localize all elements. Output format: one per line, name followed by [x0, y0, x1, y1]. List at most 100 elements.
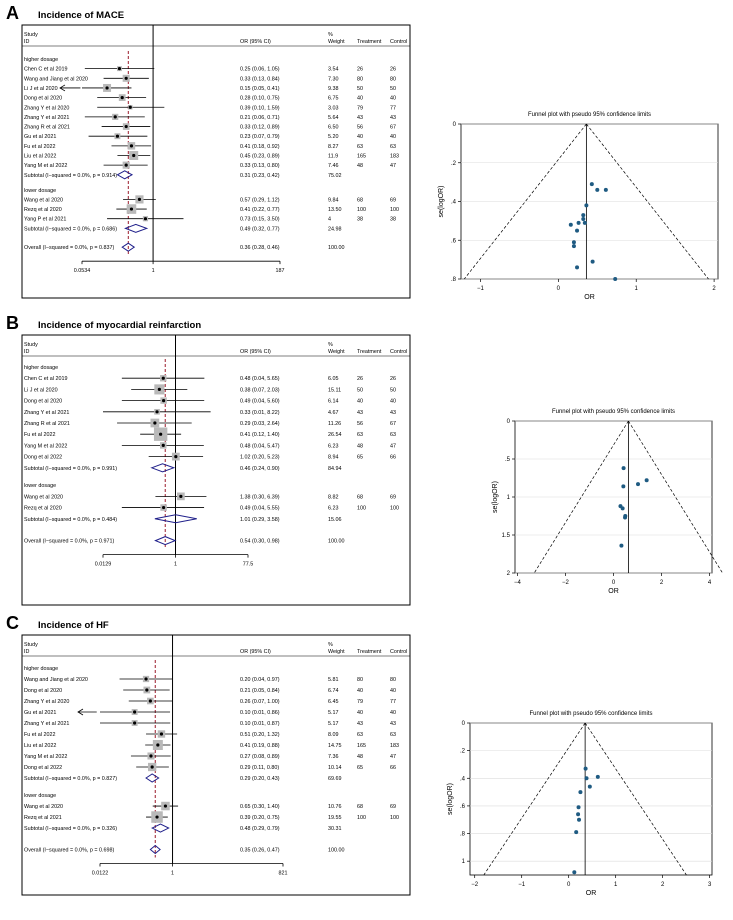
ci-value: 0.65 (0.30, 1.40) [240, 804, 280, 810]
weight-value: 84.94 [328, 466, 342, 472]
weight-value: 6.05 [328, 376, 339, 382]
weight-value: 7.30 [328, 76, 339, 82]
weight-value: 100.00 [328, 245, 345, 251]
study-name: Zhang R et al 2021 [24, 421, 70, 427]
header-treatment: Treatment [357, 39, 382, 45]
weight-value: 13.50 [328, 207, 342, 213]
study-name: Rezq et al 2020 [24, 207, 62, 213]
study-name: Rezq et al 2021 [24, 815, 62, 821]
funnel-x-label: OR [608, 588, 619, 595]
weight-value: 6.14 [328, 399, 339, 405]
point-estimate [113, 115, 117, 119]
funnel-point [581, 216, 586, 221]
point-estimate [133, 710, 137, 714]
funnel-point [584, 203, 589, 208]
funnel-y-tick-label: .4 [451, 200, 457, 206]
ci-value: 1.38 (0.30, 6.39) [240, 494, 280, 500]
point-estimate [155, 410, 159, 414]
ci-value: 0.26 (0.07, 1.00) [240, 699, 280, 705]
forest-tick-label: 187 [276, 268, 285, 274]
point-estimate [124, 163, 128, 167]
funnel-x-tick-label: 1 [635, 286, 639, 292]
weight-value: 19.55 [328, 815, 342, 821]
study-name: Dong et al 2022 [24, 455, 62, 461]
funnel-x-tick-label: −1 [477, 286, 485, 292]
funnel-x-label: OR [586, 890, 597, 897]
weight-value: 75.02 [328, 173, 342, 179]
funnel-ci-left [483, 722, 586, 876]
ci-arrow-head [59, 84, 66, 92]
panel-letter: A [6, 3, 19, 23]
ci-value: 0.41 (0.22, 0.77) [240, 207, 280, 213]
funnel-point [587, 784, 592, 789]
ci-value: 0.48 (0.04, 5.65) [240, 376, 280, 382]
study-name: Wang et al 2020 [24, 197, 63, 203]
ci-value: 0.31 (0.23, 0.42) [240, 173, 280, 179]
funnel-x-tick-label: 2 [712, 286, 716, 292]
funnel-y-tick-label: .6 [460, 804, 466, 810]
funnel-point [644, 478, 649, 483]
ci-value: 1.01 (0.29, 3.58) [240, 517, 280, 523]
funnel-title: Funnel plot with pseudo 95% confidence l… [529, 711, 652, 717]
weight-value: 11.9 [328, 154, 338, 160]
forest-tick-label: 77.5 [243, 562, 254, 568]
subtotal-diamond [116, 170, 134, 180]
treatment-value: 40 [357, 134, 363, 140]
control-value: 100 [390, 506, 399, 512]
control-value: 40 [390, 688, 396, 694]
header-study: Study [24, 342, 38, 348]
treatment-value: 50 [357, 86, 363, 92]
weight-value: 100.00 [328, 848, 345, 854]
treatment-value: 38 [357, 217, 363, 223]
treatment-value: 79 [357, 105, 363, 111]
point-estimate [145, 688, 149, 692]
treatment-value: 40 [357, 710, 363, 716]
ci-value: 0.41 (0.19, 0.88) [240, 743, 280, 749]
ci-value: 0.33 (0.01, 8.22) [240, 410, 280, 416]
control-value: 50 [390, 86, 396, 92]
weight-value: 69.69 [328, 776, 342, 782]
group-label: lower dosage [24, 793, 56, 799]
funnel-y-tick-label: .2 [460, 749, 466, 755]
overall-diamond [154, 536, 177, 546]
control-value: 47 [390, 163, 396, 169]
treatment-value: 63 [357, 732, 363, 738]
ci-value: 0.25 (0.06, 1.05) [240, 67, 280, 73]
treatment-value: 80 [357, 76, 363, 82]
funnel-point [576, 805, 581, 810]
point-estimate [124, 76, 128, 80]
ci-value: 0.48 (0.29, 0.79) [240, 826, 280, 832]
study-name: Wang and Jiang et al 2020 [24, 76, 88, 82]
study-name: Zhang Y et al 2020 [24, 699, 69, 705]
funnel-x-tick-label: 1 [614, 882, 618, 888]
treatment-value: 40 [357, 96, 363, 102]
funnel-ci-left [463, 123, 587, 280]
funnel-y-tick-label: .4 [460, 776, 466, 782]
study-name: Dong et al 2020 [24, 399, 62, 405]
point-estimate [129, 144, 134, 148]
ci-value: 0.49 (0.32, 0.77) [240, 226, 280, 232]
funnel-point [581, 213, 586, 218]
study-name: Yang M et al 2022 [24, 754, 67, 760]
point-estimate [155, 815, 159, 819]
control-value: 26 [390, 67, 396, 73]
weight-value: 6.74 [328, 688, 339, 694]
ci-value: 0.29 (0.03, 2.64) [240, 421, 280, 427]
control-value: 80 [390, 677, 396, 683]
group-label: higher dosage [24, 666, 58, 672]
study-name: Zhang Y et al 2020 [24, 105, 69, 111]
header-weight: Weight [328, 649, 345, 655]
ci-value: 0.49 (0.04, 5.55) [240, 506, 280, 512]
point-estimate [137, 197, 142, 202]
funnel-y-label: se(logOR) [447, 783, 454, 815]
funnel-y-tick-label: .6 [451, 238, 457, 244]
overall-diamond [149, 844, 161, 855]
point-estimate [157, 387, 161, 391]
point-estimate [124, 124, 128, 129]
ci-value: 0.45 (0.23, 0.89) [240, 154, 280, 160]
subtotal-diamond [150, 463, 176, 473]
funnel-point [584, 776, 589, 781]
funnel-plot-area [469, 722, 713, 876]
weight-value: 5.17 [328, 710, 339, 716]
point-estimate [179, 494, 183, 498]
